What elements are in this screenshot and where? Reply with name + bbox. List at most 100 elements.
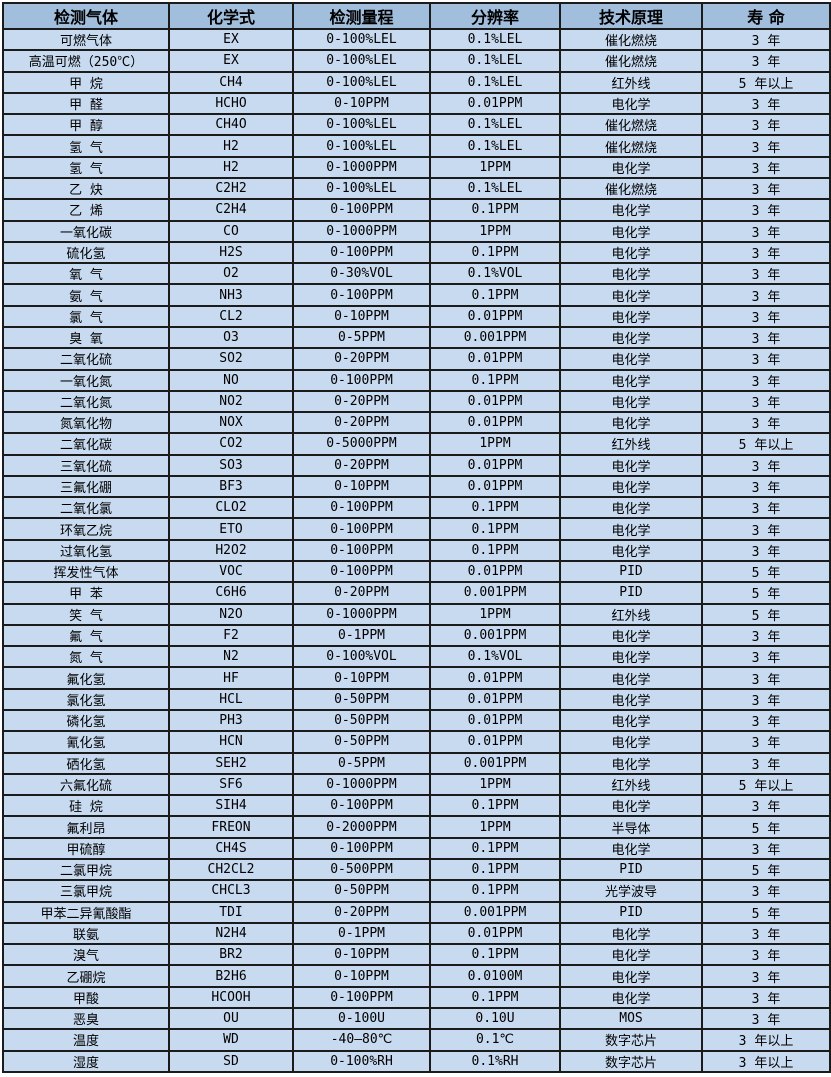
- cell-range: 0-100PPM: [292, 368, 431, 392]
- cell-range: 0-1000PPM: [292, 219, 431, 243]
- cell-lifespan: 3 年: [701, 943, 831, 967]
- cell-range: 0-1000PPM: [292, 602, 431, 626]
- cell-resolution: 0.001PPM: [429, 581, 561, 605]
- cell-principle: 电化学: [559, 623, 703, 648]
- column-header-principle: 技术原理: [559, 2, 703, 30]
- table-row: 乙 炔 C2H2 0-100%LEL 0.1%LEL 催化燃烧 3 年: [2, 176, 831, 201]
- table-row: 氰化氢 HCN 0-50PPM 0.01PPM 电化学 3 年: [2, 730, 831, 754]
- cell-resolution: 0.1%LEL: [429, 176, 561, 201]
- cell-resolution: 0.01PPM: [429, 474, 561, 499]
- cell-resolution: 0.001PPM: [429, 751, 561, 775]
- table-row: 硫化氢 H2S 0-100PPM 0.1PPM 电化学 3 年: [2, 240, 831, 265]
- table-row: 挥发性气体 VOC 0-100PPM 0.01PPM PID 5 年: [2, 560, 831, 584]
- cell-resolution: 0.1%LEL: [429, 134, 561, 158]
- table-row: 三氟化硼 BF3 0-10PPM 0.01PPM 电化学 3 年: [2, 474, 831, 499]
- cell-principle: 电化学: [559, 219, 703, 243]
- table-row: 硒化氢 SEH2 0-5PPM 0.001PPM 电化学 3 年: [2, 751, 831, 775]
- cell-lifespan: 3 年: [701, 879, 831, 903]
- cell-lifespan: 3 年以上: [701, 1028, 831, 1052]
- cell-resolution: 0.01PPM: [429, 347, 561, 371]
- cell-range: 0-5PPM: [292, 751, 431, 775]
- cell-principle: 电化学: [559, 368, 703, 392]
- cell-range: 0-100U: [292, 1006, 431, 1031]
- table-row: 甲 醛 HCHO 0-10PPM 0.01PPM 电化学 3 年: [2, 91, 831, 116]
- cell-lifespan: 5 年以上: [701, 432, 831, 456]
- cell-formula: SIH4: [168, 794, 294, 818]
- cell-lifespan: 3 年: [701, 219, 831, 243]
- cell-formula: O3: [168, 325, 294, 350]
- table-row: 硅 烷 SIH4 0-100PPM 0.1PPM 电化学 3 年: [2, 794, 831, 818]
- cell-formula: CO2: [168, 432, 294, 456]
- table-row: 环氧乙烷 ETO 0-100PPM 0.1PPM 电化学 3 年: [2, 517, 831, 541]
- cell-lifespan: 3 年: [701, 91, 831, 116]
- table-row: 二氧化硫 SO2 0-20PPM 0.01PPM 电化学 3 年: [2, 347, 831, 371]
- cell-lifespan: 3 年: [701, 325, 831, 350]
- cell-lifespan: 3 年: [701, 730, 831, 754]
- table-row: 甲 烷 CH4 0-100%LEL 0.1%LEL 红外线 5 年以上: [2, 70, 831, 94]
- cell-gas: 可燃气体: [2, 27, 170, 52]
- table-row: 三氧化硫 SO3 0-20PPM 0.01PPM 电化学 3 年: [2, 453, 831, 477]
- cell-gas: 氧 气: [2, 262, 170, 286]
- cell-principle: PID: [559, 581, 703, 605]
- cell-principle: 电化学: [559, 751, 703, 775]
- cell-principle: 电化学: [559, 240, 703, 265]
- cell-principle: 电化学: [559, 389, 703, 414]
- cell-resolution: 0.01PPM: [429, 91, 561, 116]
- cell-principle: 电化学: [559, 666, 703, 690]
- cell-resolution: 0.1PPM: [429, 538, 561, 563]
- cell-range: 0-100PPM: [292, 496, 431, 520]
- cell-formula: BF3: [168, 474, 294, 499]
- cell-lifespan: 5 年: [701, 815, 831, 839]
- cell-lifespan: 5 年: [701, 602, 831, 626]
- cell-gas: 甲硫醇: [2, 836, 170, 860]
- cell-principle: 红外线: [559, 432, 703, 456]
- cell-gas: 三氯甲烷: [2, 879, 170, 903]
- cell-gas: 氟利昂: [2, 815, 170, 839]
- table-row: 甲苯二异氰酸酯 TDI 0-20PPM 0.001PPM PID 5 年: [2, 900, 831, 924]
- cell-formula: FREON: [168, 815, 294, 839]
- cell-formula: ETO: [168, 517, 294, 541]
- cell-range: 0-100PPM: [292, 517, 431, 541]
- cell-formula: BR2: [168, 943, 294, 967]
- table-row: 氨 气 NH3 0-100PPM 0.1PPM 电化学 3 年: [2, 283, 831, 307]
- cell-gas: 恶臭: [2, 1006, 170, 1031]
- cell-gas: 甲酸: [2, 985, 170, 1009]
- cell-lifespan: 3 年: [701, 666, 831, 690]
- cell-lifespan: 3 年: [701, 240, 831, 265]
- cell-formula: C2H4: [168, 198, 294, 222]
- cell-principle: 红外线: [559, 70, 703, 94]
- cell-gas: 二氧化碳: [2, 432, 170, 456]
- cell-resolution: 0.01PPM: [429, 304, 561, 328]
- cell-formula: NO2: [168, 389, 294, 414]
- cell-resolution: 0.10U: [429, 1006, 561, 1031]
- cell-formula: CH2CL2: [168, 857, 294, 882]
- cell-principle: 催化燃烧: [559, 113, 703, 137]
- cell-formula: HCHO: [168, 91, 294, 116]
- cell-gas: 甲 烷: [2, 70, 170, 94]
- cell-gas: 二氯甲烷: [2, 857, 170, 882]
- cell-resolution: 0.01PPM: [429, 560, 561, 584]
- cell-formula: HF: [168, 666, 294, 690]
- cell-range: 0-10PPM: [292, 666, 431, 690]
- cell-lifespan: 3 年: [701, 155, 831, 179]
- cell-formula: O2: [168, 262, 294, 286]
- table-row: 乙 烯 C2H4 0-100PPM 0.1PPM 电化学 3 年: [2, 198, 831, 222]
- cell-gas: 笑 气: [2, 602, 170, 626]
- cell-resolution: 0.1%RH: [429, 1049, 561, 1073]
- cell-lifespan: 5 年: [701, 581, 831, 605]
- cell-range: 0-100PPM: [292, 794, 431, 818]
- cell-formula: H2: [168, 134, 294, 158]
- cell-formula: H2O2: [168, 538, 294, 563]
- cell-range: 0-20PPM: [292, 581, 431, 605]
- cell-formula: TDI: [168, 900, 294, 924]
- table-row: 氯化氢 HCL 0-50PPM 0.01PPM 电化学 3 年: [2, 687, 831, 712]
- table-row: 氢 气 H2 0-1000PPM 1PPM 电化学 3 年: [2, 155, 831, 179]
- cell-range: 0-5000PPM: [292, 432, 431, 456]
- cell-lifespan: 3 年: [701, 496, 831, 520]
- cell-resolution: 0.1PPM: [429, 943, 561, 967]
- table-row: 氯 气 CL2 0-10PPM 0.01PPM 电化学 3 年: [2, 304, 831, 328]
- cell-principle: PID: [559, 900, 703, 924]
- cell-principle: 电化学: [559, 836, 703, 860]
- column-header-gas: 检测气体: [2, 2, 170, 30]
